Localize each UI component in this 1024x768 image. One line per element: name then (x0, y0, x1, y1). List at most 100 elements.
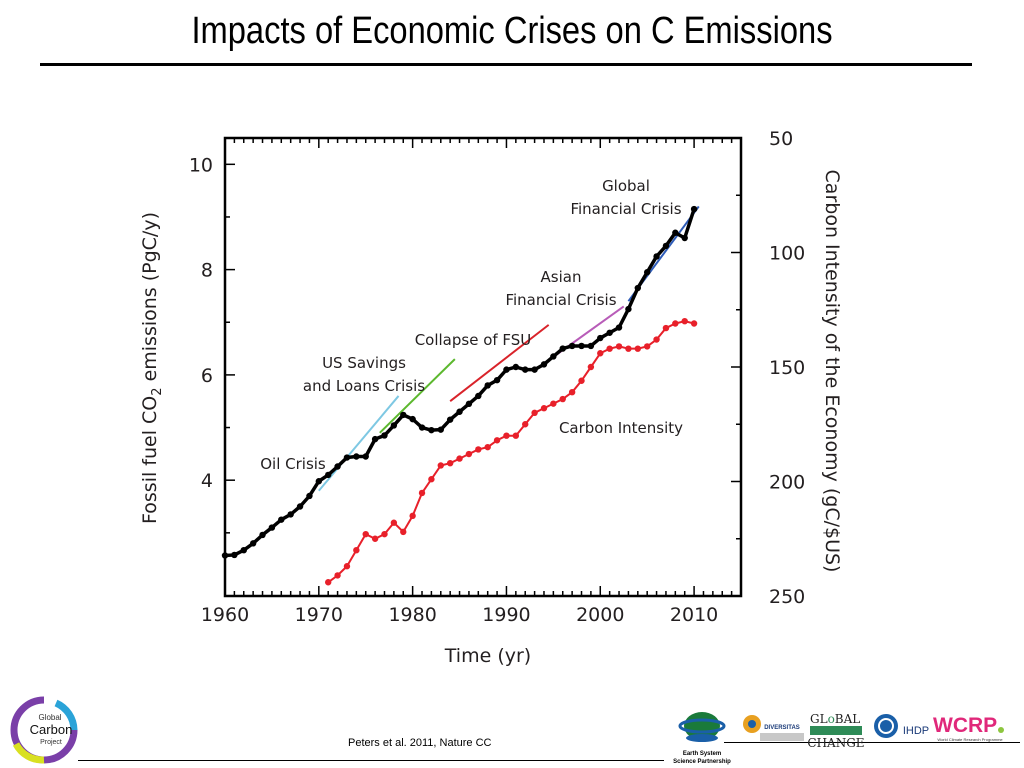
carbon-intensity-point (615, 343, 623, 350)
carbon-intensity-point (456, 455, 463, 462)
emissions-point (334, 463, 341, 470)
carbon-intensity-point (597, 350, 604, 357)
annotation-asian-crisis-line2: Financial Crisis (505, 291, 616, 309)
us-savings-trendline (379, 358, 456, 434)
emissions-point (672, 229, 679, 236)
y-tick-label-right: 100 (769, 243, 805, 265)
annotation-us-savings: US Savings and Loans Crisis (303, 354, 425, 395)
emissions-point (540, 361, 548, 368)
annotation-collapse-fsu-text: Collapse of FSU (415, 331, 532, 349)
emissions-point (315, 478, 323, 485)
emissions-point (390, 422, 398, 429)
carbon-intensity-point (690, 320, 698, 327)
emissions-point (418, 424, 426, 431)
carbon-intensity-point (540, 405, 548, 412)
carbon-intensity-point (446, 459, 454, 467)
carbon-intensity-point (493, 437, 501, 444)
emissions-point (268, 524, 276, 531)
carbon-intensity-point (362, 530, 369, 538)
igbp-global-change-logo: GLoBAL CHANGE (807, 712, 864, 750)
carbon-intensity-series-label: Carbon Intensity (559, 419, 683, 437)
tick-marks (225, 137, 741, 597)
emissions-point (690, 205, 698, 213)
emissions-line (224, 208, 696, 558)
y-tick-label-right: 150 (769, 357, 805, 379)
emissions-point (606, 329, 613, 336)
emissions-point (325, 471, 332, 479)
carbon-intensity-point (343, 563, 351, 570)
annotation-us-savings-line2: and Loans Crisis (303, 377, 425, 395)
carbon-intensity-point (681, 318, 688, 325)
footer-divider-right (724, 742, 1020, 743)
emissions-point (531, 366, 538, 373)
essp-logo: Earth System Science Partnership (673, 712, 731, 765)
emissions-chart: 1960 1970 1980 1990 2000 2010 4 6 8 10 50 100 150 200… (139, 128, 843, 667)
carbon-intensity-point (550, 400, 557, 407)
annotation-asian-crisis: Asian Financial Crisis (505, 268, 616, 309)
y-label-left-part1: Fossil fuel CO (139, 396, 161, 524)
x-tick-label: 1990 (482, 604, 530, 626)
emissions-series (221, 205, 698, 559)
emissions-point (597, 334, 604, 342)
carbon-intensity-point (437, 462, 444, 469)
carbon-intensity-series (325, 318, 698, 586)
carbon-intensity-point (512, 432, 520, 439)
emissions-point (550, 353, 557, 360)
carbon-intensity-point (634, 345, 641, 352)
emissions-point (353, 453, 360, 460)
emissions-point (343, 454, 351, 461)
emissions-point (278, 516, 285, 523)
emissions-point (240, 547, 247, 554)
emissions-point (362, 453, 369, 460)
carbon-intensity-point (606, 345, 613, 352)
emissions-point (653, 253, 660, 260)
carbon-intensity-line (327, 320, 695, 584)
igbp-logo-text-1a: GL (810, 712, 828, 726)
x-axis-label: Time (yr) (444, 645, 531, 667)
y-axis-label-left: Fossil fuel CO2 emissions (PgC/y) (139, 212, 165, 524)
diversitas-logo-text: DIVERSITAS (764, 725, 800, 731)
annotation-oil-crisis: Oil Crisis (260, 455, 326, 473)
y-tick-label-left: 4 (201, 470, 213, 492)
wcrp-logo: WCRP World Climate Research Programme (933, 714, 1004, 742)
essp-logo-text-1: Earth System (683, 751, 721, 757)
emissions-point (371, 435, 379, 443)
carbon-intensity-point (428, 476, 435, 483)
carbon-intensity-point (400, 528, 407, 536)
carbon-intensity-point (578, 377, 585, 384)
emissions-point (568, 342, 576, 350)
y-tick-label-left: 8 (201, 260, 213, 282)
carbon-intensity-point (418, 489, 426, 497)
emissions-point (409, 415, 416, 423)
emissions-point (437, 426, 444, 433)
title-divider (40, 63, 972, 66)
x-tick-label: 1980 (388, 604, 436, 626)
annotation-global-crisis-line2: Financial Crisis (570, 200, 681, 218)
oil-crisis-trendline (318, 395, 400, 492)
annotation-us-savings-line1: US Savings (322, 354, 406, 372)
x-tick-label: 2000 (576, 604, 624, 626)
diversitas-logo: DIVERSITAS (743, 715, 804, 741)
carbon-intensity-point (568, 388, 576, 396)
annotation-asian-crisis-line1: Asian (541, 268, 582, 286)
carbon-intensity-point (334, 572, 341, 579)
carbon-intensity-point (484, 443, 491, 451)
emissions-point (559, 345, 566, 352)
emissions-point (643, 269, 651, 276)
emissions-point (296, 503, 304, 510)
carbon-intensity-point (465, 450, 473, 458)
igbp-logo-o-icon: o (828, 712, 835, 726)
carbon-intensity-point (653, 336, 660, 343)
emissions-point (231, 551, 238, 559)
citation: Peters et al. 2011, Nature CC (348, 737, 492, 749)
carbon-intensity-point (381, 530, 388, 538)
emissions-point (587, 342, 595, 350)
emissions-point (625, 305, 632, 313)
emissions-point (446, 416, 454, 423)
carbon-intensity-point (672, 320, 679, 327)
emissions-point (634, 284, 641, 292)
emissions-point (465, 400, 473, 408)
gcp-logo-text-1: Global (38, 713, 61, 722)
annotation-oil-crisis-text: Oil Crisis (260, 455, 326, 473)
tick-labels: 1960 1970 1980 1990 2000 2010 4 6 8 10 50 100 150 200… (189, 128, 805, 626)
